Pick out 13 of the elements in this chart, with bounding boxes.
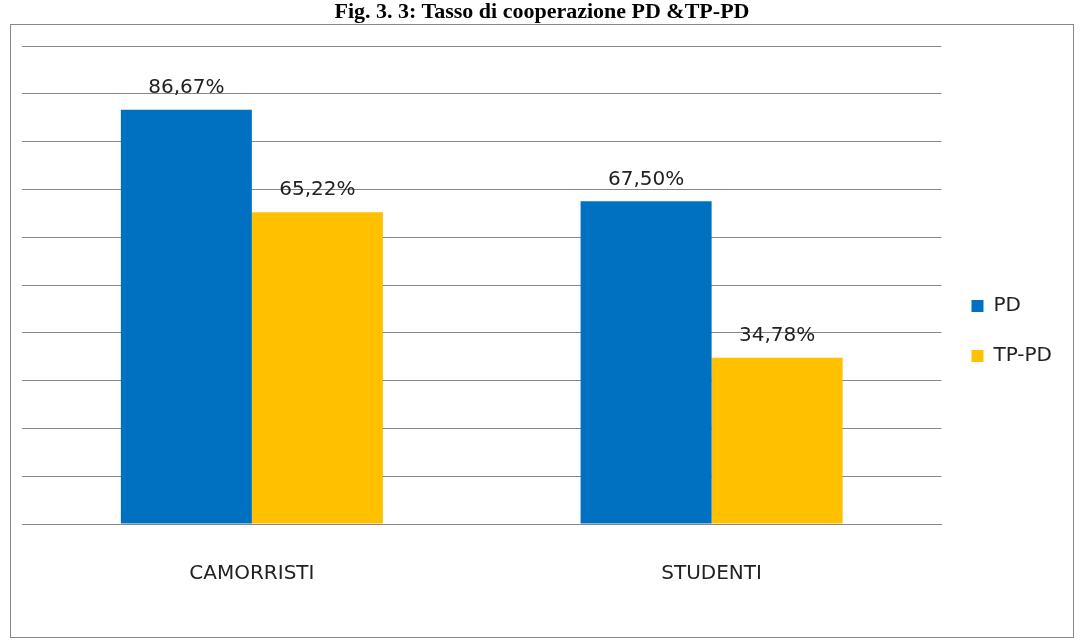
x-tick-label: CAMORRISTI [189,560,315,585]
data-label: 67,50% [607,165,685,190]
data-label: 86,67% [148,73,225,98]
bar [580,201,712,524]
chart-title: Fig. 3. 3: Tasso di cooperazione PD &TP-PD [333,0,751,23]
bar [251,212,383,524]
legend-label: TP-PD [992,342,1052,367]
legend-label: PD [993,292,1021,317]
x-tick-label: STUDENTI [661,560,762,585]
data-label: 34,78% [738,321,816,346]
bar [711,357,843,524]
data-label: 65,22% [279,176,356,201]
bar [120,109,252,524]
